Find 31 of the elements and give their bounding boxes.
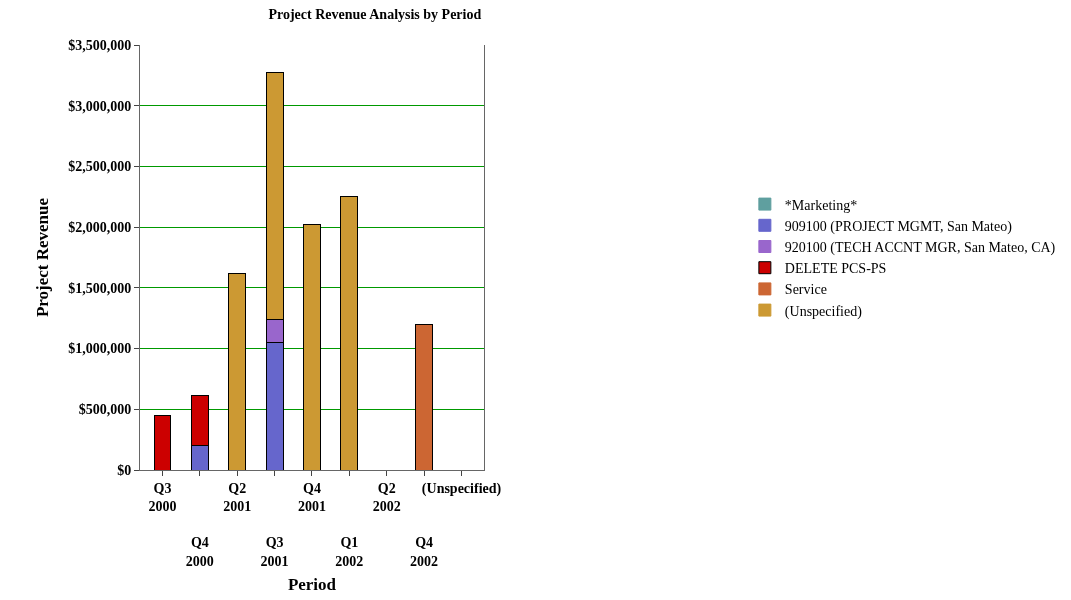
x-tick-label: Q1 2002	[335, 535, 364, 569]
y-tick-label: $3,500,000	[68, 37, 132, 53]
legend-label: *Marketing*	[784, 197, 858, 213]
y-axis-title: Project Revenue	[32, 197, 52, 318]
x-tick-label: Q2 2002	[372, 480, 401, 514]
x-tick-label: Q3 2001	[260, 535, 289, 569]
x-tick-label: Q2 2001	[223, 480, 252, 514]
y-tick-label: $1,500,000	[68, 280, 132, 296]
x-tick-label: Q4 2001	[297, 480, 326, 514]
legend-label: DELETE PCS-PS	[784, 261, 887, 277]
bar	[415, 323, 434, 470]
legend-label: Service	[784, 282, 827, 298]
bar	[340, 196, 359, 470]
y-tick-label: $500,000	[78, 402, 132, 418]
legend-label: (Unspecified)	[784, 303, 863, 320]
bar	[153, 414, 172, 470]
x-tick-label: (Unspecified)	[421, 480, 502, 497]
bar	[228, 272, 247, 470]
legend-label: 920100 (TECH ACCNT MGR, San Mateo, CA)	[784, 239, 1056, 256]
x-tick-label: Q4 2000	[185, 535, 214, 569]
y-tick-label: $1,000,000	[68, 341, 132, 357]
legend-label: 909100 (PROJECT MGMT, San Mateo)	[784, 218, 1013, 235]
x-tick-label: Q3 2000	[148, 480, 177, 514]
y-tick-label: $2,000,000	[68, 220, 132, 236]
bar	[303, 224, 321, 470]
y-tick-label: $0	[117, 462, 132, 478]
x-tick-label: Q4 2002	[410, 535, 439, 569]
y-tick-label: $3,000,000	[68, 98, 132, 114]
y-tick-label: $2,500,000	[68, 159, 132, 175]
x-axis-title: Period	[287, 575, 337, 594]
chart-title: Project Revenue Analysis by Period	[268, 6, 482, 22]
